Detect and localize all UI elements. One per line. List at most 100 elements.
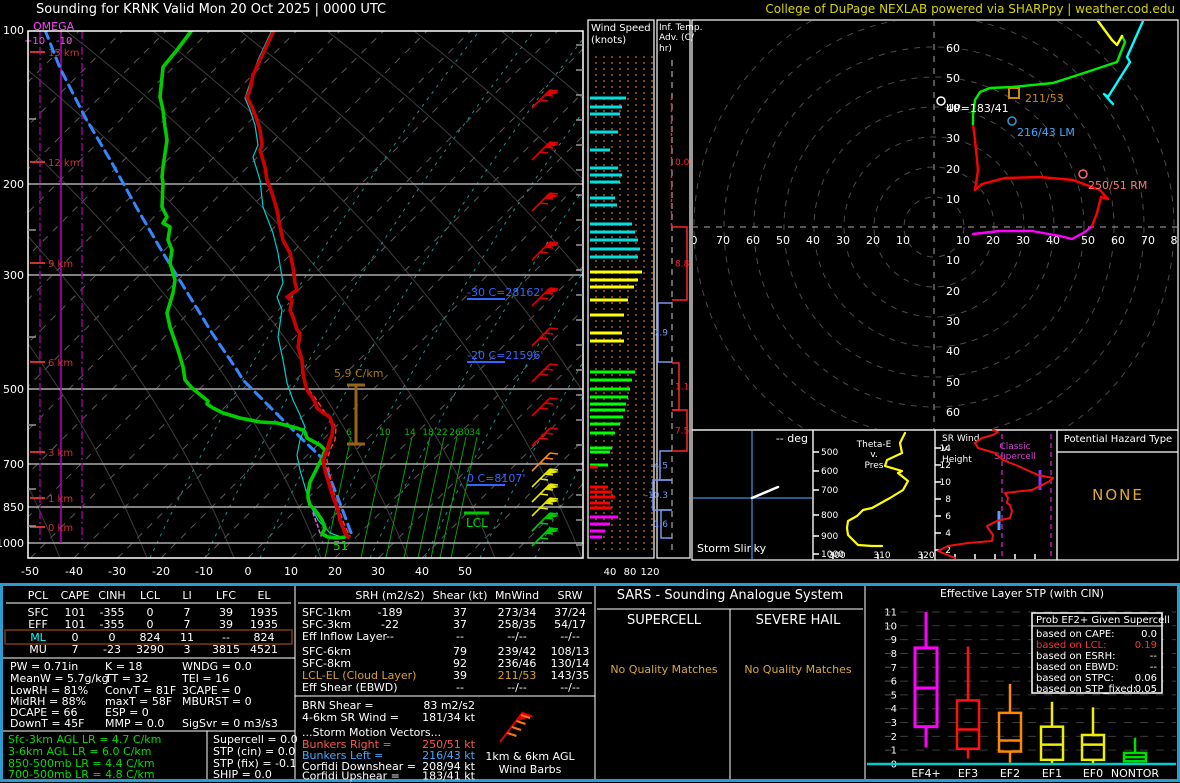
svg-text:30: 30 — [371, 565, 385, 578]
svg-text:based on STPC:: based on STPC: — [1036, 673, 1114, 684]
svg-text:40: 40 — [415, 565, 429, 578]
wind-barb-icon — [531, 397, 559, 417]
svg-text:SFC-6km: SFC-6km — [302, 645, 351, 658]
parcel-row-ML[interactable]: ML 0 0 824 11 -- 824 — [4, 629, 293, 645]
svg-text:...Storm Motion Vectors...: ...Storm Motion Vectors... — [302, 726, 441, 739]
svg-text:250/51 kt: 250/51 kt — [422, 738, 476, 751]
svg-text:-30 C=28162': -30 C=28162' — [467, 286, 543, 299]
temp-adv-segment: 1.1 — [672, 362, 689, 411]
svg-text:310: 310 — [873, 551, 890, 561]
svg-text:239/42: 239/42 — [498, 645, 537, 658]
svg-text:EF2: EF2 — [1000, 767, 1020, 780]
svg-text:143/35: 143/35 — [551, 669, 590, 682]
svg-text:50: 50 — [946, 72, 960, 85]
svg-text:-355: -355 — [100, 618, 125, 631]
svg-text:LFC: LFC — [216, 589, 236, 602]
svg-text:6: 6 — [891, 677, 897, 688]
svg-text:-20 C=21596': -20 C=21596' — [467, 349, 543, 362]
svg-text:MnWind: MnWind — [495, 589, 539, 602]
svg-text:92: 92 — [453, 657, 467, 670]
temp-adv-segment: -7.9 — [650, 302, 672, 363]
storm-slinky-panel[interactable] — [691, 429, 814, 561]
svg-text:--: -- — [222, 631, 230, 644]
svg-text:0: 0 — [147, 618, 154, 631]
svg-text:3290: 3290 — [136, 643, 164, 656]
svg-text:-10: -10 — [56, 36, 72, 47]
svg-text:EFF: EFF — [28, 618, 48, 631]
svg-text:11: 11 — [180, 631, 194, 644]
svg-text:SFC: SFC — [28, 606, 49, 619]
svg-text:MidRH = 88%: MidRH = 88% — [10, 695, 86, 708]
svg-text:216/43 kt: 216/43 kt — [422, 749, 476, 762]
svg-text:20: 20 — [986, 234, 1000, 247]
thetae-panel[interactable]: 5006007008009001000300310320 — [812, 429, 936, 561]
hodo-yellow — [1096, 21, 1124, 47]
left-mover-marker: 216/43 LM — [1007, 116, 1075, 139]
svg-text:EF1: EF1 — [1042, 767, 1062, 780]
svg-text:4: 4 — [945, 529, 951, 539]
svg-text:LI: LI — [182, 589, 191, 602]
svg-text:14: 14 — [940, 444, 952, 454]
svg-text:700-500mb LR = 4.8 C/km: 700-500mb LR = 4.8 C/km — [8, 768, 155, 781]
svg-text:SFC-1km: SFC-1km — [302, 606, 351, 619]
svg-text:0 C=8107': 0 C=8107' — [467, 472, 525, 485]
stats-area — [0, 583, 1180, 782]
svg-text:850: 850 — [3, 501, 24, 514]
sr-wind-panel[interactable]: 14 12 10 8 6 4 2 — [934, 429, 1058, 561]
svg-text:TT = 32: TT = 32 — [104, 672, 148, 685]
svg-text:300: 300 — [3, 269, 24, 282]
svg-text:CINH: CINH — [98, 589, 125, 602]
svg-text:Corfidi Downshear =: Corfidi Downshear = — [302, 760, 416, 773]
svg-text:37: 37 — [453, 618, 467, 631]
temp-adv-segment: 7.5 — [672, 409, 689, 452]
svg-text:7: 7 — [891, 663, 897, 674]
svg-text:40: 40 — [946, 102, 960, 115]
hazard-panel[interactable] — [1056, 429, 1179, 561]
svg-text:0.05: 0.05 — [1135, 684, 1157, 695]
temp-advection-panel[interactable]: 0.0 8.8 -7.9 1.1 7.5 -4.5 -10.3 -1.6 — [645, 19, 691, 559]
svg-text:--: -- — [456, 630, 464, 643]
skewt-panel[interactable]: 15 km 12 km 9 km 6 km 3 km 1 km 0 km OMEGA +10 -1… — [0, 20, 1180, 578]
svg-text:EF3: EF3 — [958, 767, 978, 780]
svg-text:4: 4 — [891, 704, 897, 715]
svg-text:Prob EF2+ Given Supercell: Prob EF2+ Given Supercell — [1036, 615, 1170, 626]
svg-text:3: 3 — [891, 718, 897, 729]
svg-text:70: 70 — [1141, 234, 1155, 247]
svg-text:3815: 3815 — [212, 643, 240, 656]
right-mover-marker: 250/51 RM — [1078, 169, 1147, 192]
slinky-deg-readout: -- deg — [775, 432, 808, 445]
svg-text:34: 34 — [469, 428, 481, 438]
svg-text:50: 50 — [946, 376, 960, 389]
svg-text:Bunkers Right =: Bunkers Right = — [302, 738, 392, 751]
svg-text:-355: -355 — [100, 606, 125, 619]
svg-text:-189: -189 — [378, 606, 403, 619]
wind-speed-panel[interactable]: 40 80 120 — [587, 19, 660, 578]
parcel-row-SFC[interactable]: SFC 101 -355 0 7 39 1935 — [28, 606, 279, 619]
updraft-marker: UP=183/41 — [936, 96, 1009, 115]
svg-text:0.0: 0.0 — [1141, 629, 1157, 640]
svg-text:300: 300 — [828, 551, 845, 561]
svg-text:200: 200 — [3, 178, 24, 191]
svg-text:211/53: 211/53 — [498, 669, 537, 682]
sars-col-supercell[interactable]: SUPERCELL — [627, 613, 701, 628]
svg-text:3CAPE = 0: 3CAPE = 0 — [182, 684, 241, 697]
kinematics-row: SFC-1km -189 37 273/34 37/24 — [302, 606, 586, 619]
hodograph-panel[interactable]: 0 70 60 50 40 30 20 10 10 20 30 40 50 60 70 8 60 50 40 30 20… — [691, 0, 1179, 467]
svg-text:--/--: --/-- — [507, 681, 527, 694]
svg-text:216/43 LM: 216/43 LM — [1017, 126, 1075, 139]
svg-text:0: 0 — [691, 234, 698, 247]
hodo-cyan — [1102, 21, 1145, 106]
parcel-row-MU[interactable]: MU 7 -23 3290 3 3815 4521 — [29, 643, 278, 656]
parcel-row-EFF[interactable]: EFF 101 -355 0 7 39 1935 — [28, 618, 278, 631]
wind-barb-icon — [531, 241, 559, 261]
svg-text:79: 79 — [453, 645, 467, 658]
svg-text:10: 10 — [896, 234, 910, 247]
svg-text:PW = 0.71in: PW = 0.71in — [10, 660, 78, 673]
sars-panel — [597, 608, 863, 779]
hazard-value: NONE — [1092, 486, 1144, 504]
svg-text:320: 320 — [917, 551, 934, 561]
svg-text:--: -- — [386, 630, 394, 643]
svg-text:4521: 4521 — [250, 643, 278, 656]
sars-col-hail[interactable]: SEVERE HAIL — [755, 613, 841, 628]
